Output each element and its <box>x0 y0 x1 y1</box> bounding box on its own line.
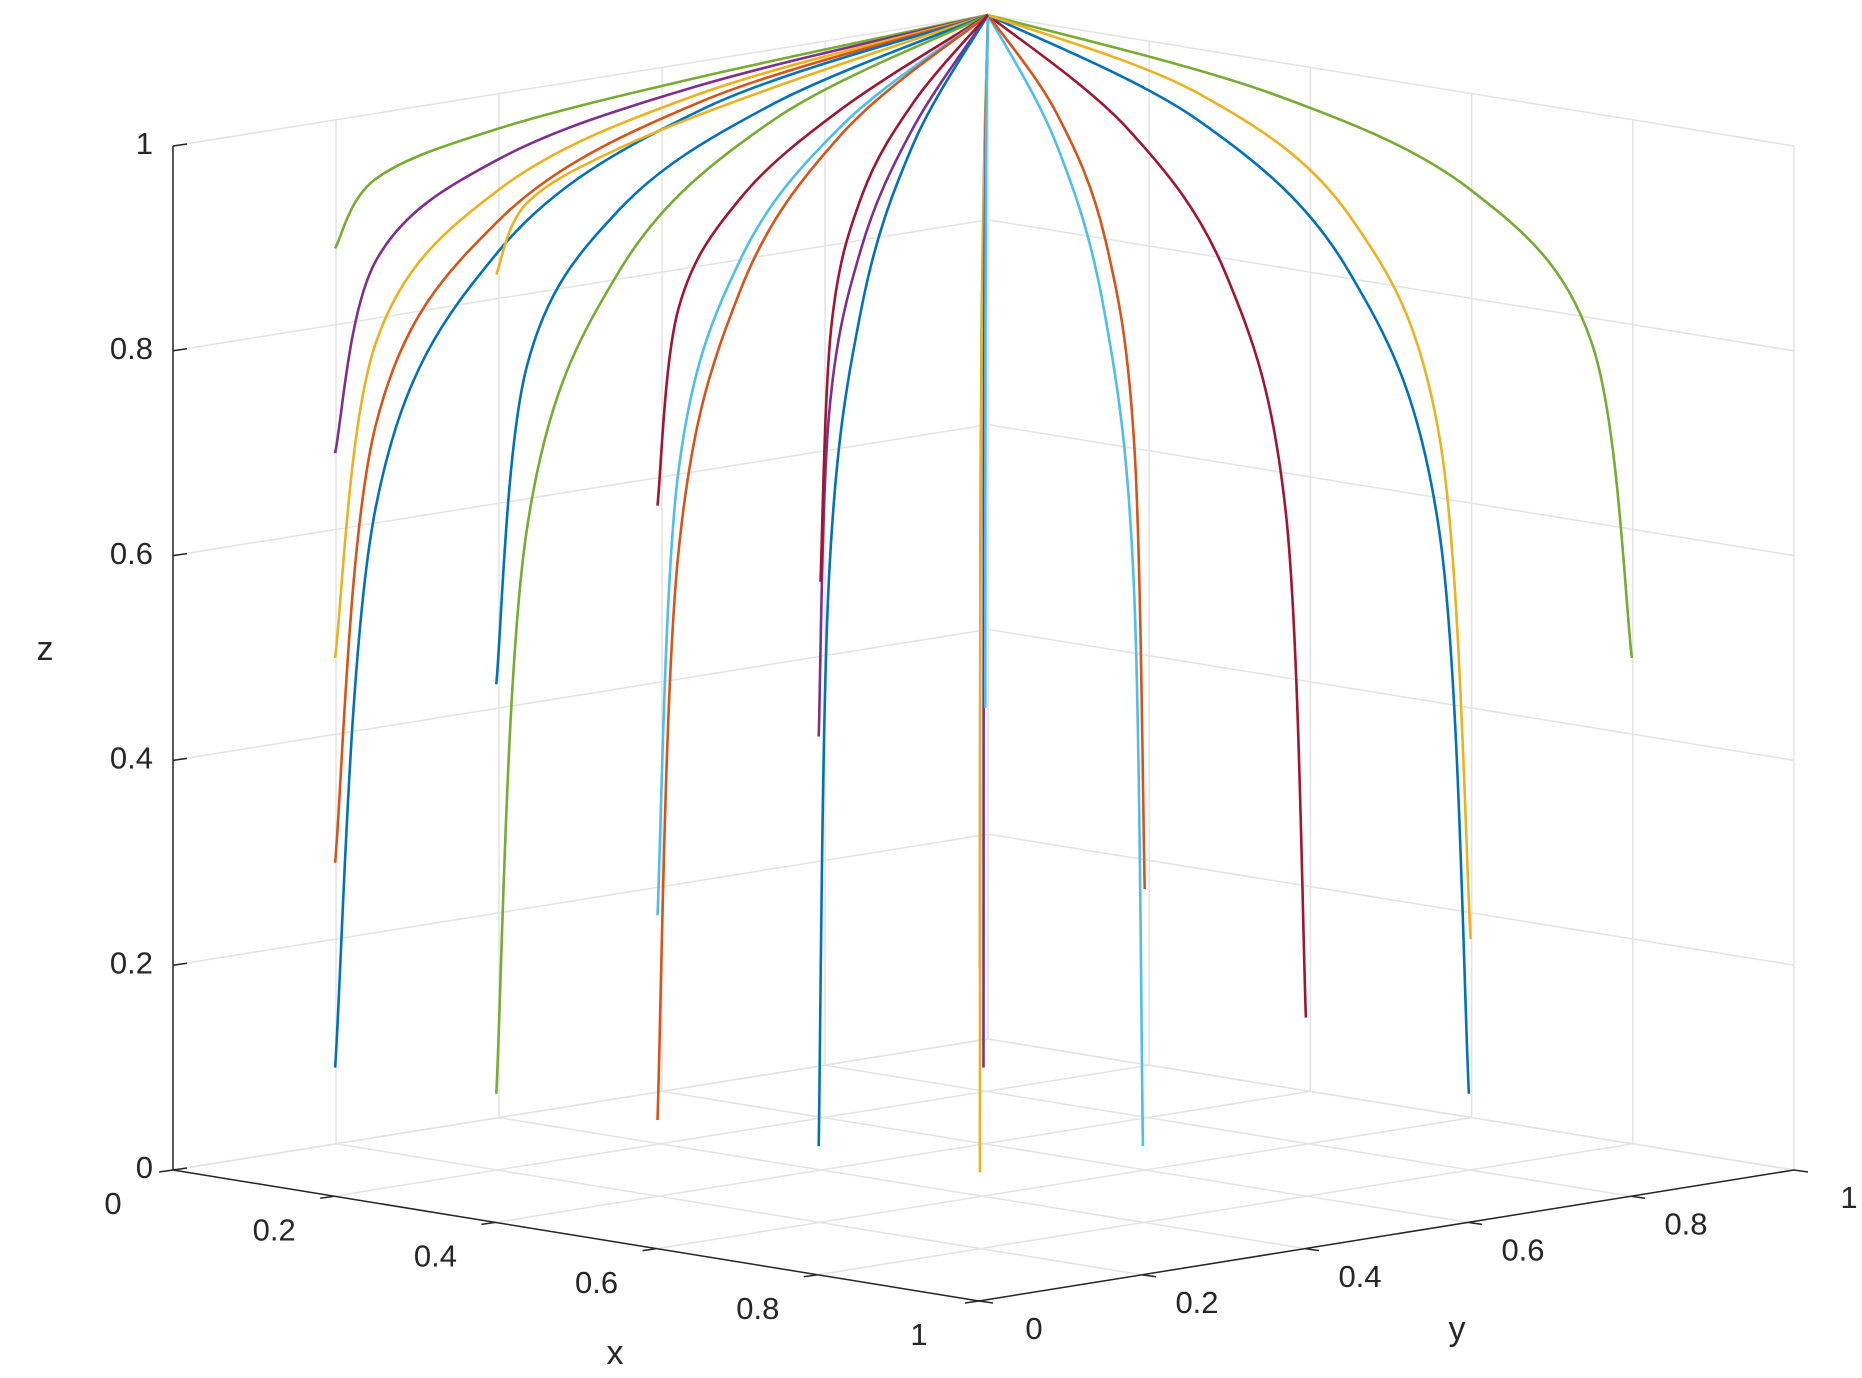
x-axis-label: x <box>607 1334 624 1372</box>
y-tick <box>978 1300 994 1304</box>
trajectory <box>333 13 989 1068</box>
grid-line <box>498 1116 1306 1250</box>
grid-line <box>656 1116 1472 1250</box>
trajectory <box>333 13 989 454</box>
trajectory <box>987 13 1308 1018</box>
y-axis-label: y <box>1449 1310 1466 1348</box>
trajectory <box>656 13 989 506</box>
grid-line <box>987 1038 1795 1171</box>
trajectory <box>987 13 1472 940</box>
y-tick-label: 0.4 <box>1338 1259 1381 1294</box>
grid-line <box>987 219 1795 352</box>
z-axis-label: z <box>37 630 54 668</box>
x-axis <box>172 1169 980 1302</box>
y-tick-label: 0.2 <box>1175 1285 1218 1320</box>
x-tick <box>158 1169 174 1173</box>
y-tick <box>1304 1247 1320 1252</box>
trajectory <box>984 14 990 709</box>
y-tick <box>1467 1221 1483 1226</box>
trajectory <box>656 13 989 1121</box>
grid-line <box>172 833 989 966</box>
y-tick-label: 1 <box>1840 1180 1857 1215</box>
y-tick <box>1141 1274 1157 1278</box>
y-tick <box>1630 1195 1646 1199</box>
trajectory <box>333 13 989 863</box>
z-tick-label: 1 <box>136 126 153 161</box>
trajectory <box>987 13 1471 1094</box>
grid-line <box>334 1064 1150 1197</box>
trajectory <box>495 13 989 276</box>
trajectory <box>656 13 989 916</box>
z-tick <box>172 962 188 966</box>
trajectory <box>495 13 989 685</box>
grid-line <box>824 1064 1632 1197</box>
grid-line <box>661 1090 1469 1224</box>
y-axis <box>978 1169 1795 1302</box>
y-tick-label: 0 <box>1025 1311 1042 1346</box>
x-tick <box>320 1195 335 1199</box>
trajectory <box>986 14 1145 1147</box>
trajectory <box>333 13 989 250</box>
z-tick-label: 0.8 <box>110 331 153 366</box>
y-tick-label: 0.8 <box>1664 1206 1707 1241</box>
trajectory <box>817 14 990 1147</box>
grid-line <box>172 423 989 557</box>
x-tick <box>803 1274 818 1278</box>
grid-line <box>172 628 989 762</box>
z-tick-label: 0 <box>136 1150 153 1185</box>
x-tick-label: 1 <box>910 1317 927 1352</box>
z-tick <box>172 348 188 352</box>
grid-line <box>172 1038 989 1171</box>
grid-line <box>987 14 1795 147</box>
trajectory <box>986 14 1146 890</box>
grid-line <box>987 833 1795 966</box>
y-tick <box>1793 1169 1809 1173</box>
trajectory <box>819 14 989 582</box>
grid-line <box>987 628 1795 762</box>
x-tick <box>481 1221 496 1226</box>
trajectory <box>495 13 989 1094</box>
x-tick-label: 0.8 <box>736 1291 779 1326</box>
grid-line <box>987 423 1795 557</box>
z-tick <box>172 757 188 762</box>
x-tick-label: 0.6 <box>575 1265 618 1300</box>
z-tick <box>172 1167 188 1171</box>
z-tick-label: 0.6 <box>110 536 153 571</box>
grid-line <box>817 1143 1633 1276</box>
x-tick <box>964 1300 980 1304</box>
grid-line <box>172 219 989 352</box>
z-tick <box>172 143 188 147</box>
z-tick-label: 0.4 <box>110 741 153 776</box>
z-tick-label: 0.2 <box>110 945 153 980</box>
y-tick-label: 0.6 <box>1501 1233 1544 1268</box>
x-tick <box>642 1247 657 1252</box>
x-tick-label: 0.2 <box>253 1212 296 1247</box>
grid-line <box>495 1090 1311 1224</box>
grid-line <box>172 14 989 147</box>
trajectory <box>333 13 989 659</box>
x-tick-label: 0 <box>104 1186 121 1221</box>
z-tick <box>172 552 188 557</box>
grid-line <box>335 1143 1143 1276</box>
x-tick-label: 0.4 <box>414 1239 457 1274</box>
trajectory <box>987 13 1634 659</box>
